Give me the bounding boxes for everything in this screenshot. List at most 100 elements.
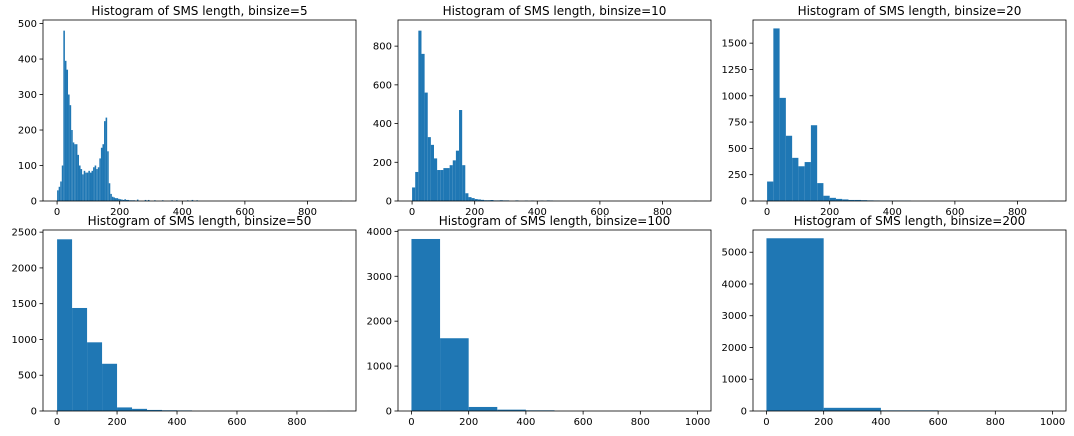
x-tick-label: 0 bbox=[409, 207, 415, 218]
histogram-bar bbox=[842, 199, 849, 201]
histogram-bar bbox=[779, 97, 786, 201]
histogram-bar bbox=[767, 181, 774, 201]
histogram-bar bbox=[835, 198, 843, 201]
y-tick-label: 0 bbox=[741, 407, 747, 418]
histogram-bar bbox=[810, 125, 818, 201]
histogram-bar bbox=[477, 199, 481, 201]
chart-title: Histogram of SMS length, binsize=5 bbox=[91, 4, 307, 18]
y-tick-label: 500 bbox=[18, 19, 37, 30]
histogram-bar bbox=[785, 135, 793, 201]
histogram-bar bbox=[411, 238, 441, 411]
histogram-bar bbox=[415, 171, 419, 201]
histogram-bar bbox=[108, 183, 111, 201]
histogram-bar bbox=[462, 165, 466, 201]
histogram-panel: Histogram of SMS length, binsize=50 0 200 4… bbox=[12, 214, 357, 428]
histogram-bar bbox=[57, 190, 59, 201]
y-tick-label: 5000 bbox=[722, 248, 747, 259]
x-tick-label: 0 bbox=[763, 417, 769, 428]
histogram-bar bbox=[147, 409, 163, 411]
y-tick-label: 1000 bbox=[722, 91, 747, 102]
histogram-bar bbox=[97, 167, 100, 201]
histogram-bar bbox=[85, 172, 87, 201]
histogram-bar bbox=[434, 158, 438, 201]
histogram-bar bbox=[86, 172, 89, 201]
histogram-bar bbox=[455, 150, 460, 201]
histogram-bar bbox=[443, 168, 447, 201]
histogram-bar bbox=[191, 199, 194, 201]
histogram-bar bbox=[766, 238, 824, 411]
y-tick-label: 600 bbox=[373, 80, 392, 91]
x-tick-label: 0 bbox=[54, 417, 60, 428]
axes-frame bbox=[397, 19, 712, 202]
x-tick-label: 400 bbox=[528, 207, 547, 218]
y-tick-label: 2000 bbox=[367, 317, 392, 328]
y-tick-label: 0 bbox=[386, 407, 392, 418]
y-tick-label: 100 bbox=[18, 161, 37, 172]
axes-frame bbox=[752, 229, 1067, 412]
y-tick-label: 2500 bbox=[12, 228, 37, 239]
histogram-bar bbox=[60, 181, 62, 201]
histogram-bar bbox=[124, 199, 126, 201]
histogram-bar bbox=[77, 154, 79, 201]
histogram-bar bbox=[119, 199, 122, 201]
histogram-bar bbox=[69, 105, 72, 201]
histogram-bar bbox=[459, 110, 463, 201]
histogram-bar bbox=[105, 117, 108, 201]
histogram-bar bbox=[91, 170, 94, 201]
y-tick-label: 3000 bbox=[722, 311, 747, 322]
histogram-bar bbox=[57, 239, 73, 411]
y-tick-label: 800 bbox=[373, 42, 392, 53]
x-tick-label: 600 bbox=[574, 417, 593, 428]
histogram-bar bbox=[102, 144, 105, 201]
x-tick-label: 800 bbox=[298, 207, 317, 218]
histogram-bar bbox=[79, 165, 81, 201]
x-tick-label: 600 bbox=[227, 417, 246, 428]
y-tick-label: 4000 bbox=[722, 279, 747, 290]
y-tick-label: 400 bbox=[18, 55, 37, 66]
x-tick-label: 1000 bbox=[685, 417, 710, 428]
y-tick-label: 3000 bbox=[367, 272, 392, 283]
histogram-bar bbox=[136, 199, 139, 201]
x-tick-label: 400 bbox=[883, 207, 902, 218]
histogram-bar bbox=[61, 165, 64, 201]
histogram-bar bbox=[107, 151, 109, 201]
x-tick-label: 200 bbox=[108, 417, 127, 428]
histogram-bar bbox=[437, 170, 441, 201]
histogram-bar bbox=[83, 170, 86, 201]
histogram-bar bbox=[113, 197, 115, 201]
histogram-bar bbox=[848, 199, 855, 201]
x-tick-label: 800 bbox=[631, 417, 650, 428]
histogram-bar bbox=[125, 199, 128, 201]
histogram-bar bbox=[804, 162, 811, 201]
histogram-bar bbox=[446, 168, 450, 201]
y-tick-label: 0 bbox=[31, 407, 37, 418]
histogram-bar bbox=[63, 30, 65, 202]
histogram-bar bbox=[75, 144, 78, 201]
y-tick-label: 200 bbox=[373, 158, 392, 169]
x-tick-label: 800 bbox=[1008, 207, 1027, 218]
y-tick-label: 1500 bbox=[12, 299, 37, 310]
x-tick-label: 600 bbox=[929, 417, 948, 428]
axes-frame bbox=[397, 229, 712, 412]
histogram-bar bbox=[82, 174, 84, 201]
y-tick-label: 2000 bbox=[12, 263, 37, 274]
y-tick-label: 1000 bbox=[367, 362, 392, 373]
x-tick-label: 400 bbox=[167, 417, 186, 428]
y-tick-label: 4000 bbox=[367, 227, 392, 238]
histogram-bar bbox=[121, 199, 123, 201]
histogram-bar bbox=[80, 169, 83, 201]
y-tick-label: 300 bbox=[18, 90, 37, 101]
histogram-bar bbox=[64, 60, 67, 202]
x-tick-label: 800 bbox=[986, 417, 1005, 428]
histogram-bar bbox=[490, 200, 494, 201]
histogram-bar bbox=[96, 169, 98, 201]
histogram-bar bbox=[72, 142, 75, 201]
histogram-bar bbox=[817, 183, 824, 201]
histogram-bar bbox=[854, 199, 861, 201]
histogram-bar bbox=[68, 94, 70, 201]
histogram-bar bbox=[829, 197, 836, 201]
histogram-bar bbox=[110, 193, 112, 201]
histogram-bar bbox=[100, 147, 103, 201]
